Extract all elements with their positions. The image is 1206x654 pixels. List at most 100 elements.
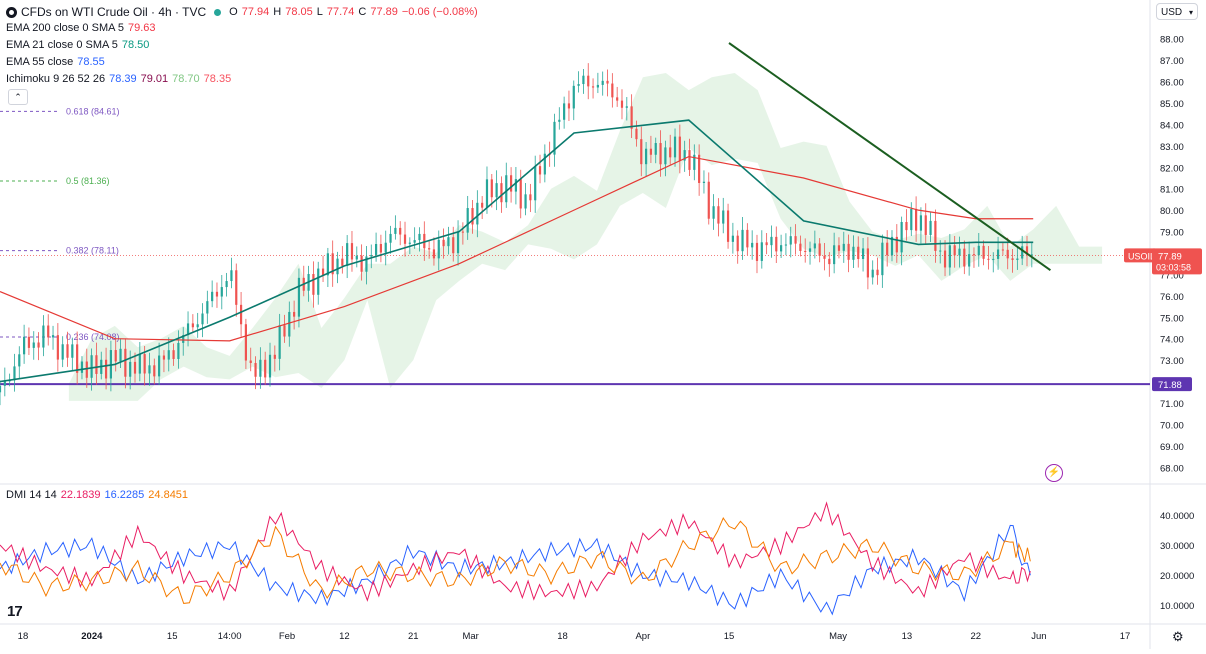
candle-body	[741, 229, 744, 252]
candle-body	[447, 237, 450, 247]
legend-dmi-value-3: 24.8451	[148, 489, 189, 501]
candle-body	[910, 208, 913, 231]
candle-body	[837, 245, 841, 251]
candle-body	[268, 354, 272, 378]
candle-body	[80, 361, 84, 373]
legend-dmi-label: DMI 14 14	[6, 489, 57, 501]
legend-ichimoku-value-4: 78.35	[203, 73, 232, 85]
currency-select[interactable]: USD ▾	[1156, 3, 1198, 20]
candle-body	[355, 255, 358, 260]
y-tick-label: 68.00	[1160, 463, 1184, 474]
candle-body	[384, 242, 387, 253]
candle-body	[162, 355, 166, 360]
candle-body	[524, 194, 527, 209]
candle-body	[370, 254, 373, 257]
legend-ichimoku-label: Ichimoku 9 26 52 26	[6, 73, 106, 85]
candle-body	[1030, 254, 1033, 256]
x-tick-label: Apr	[635, 631, 650, 642]
legend-ema21[interactable]: EMA 21 close 0 SMA 5 78.50	[6, 39, 149, 51]
candle-body	[929, 220, 932, 235]
candle-body	[418, 233, 421, 241]
ohlc-high-label: H	[273, 6, 282, 18]
candle-body	[133, 361, 137, 374]
x-tick-label: 14:00	[218, 631, 242, 642]
candle-body	[331, 253, 334, 275]
candle-body	[847, 243, 850, 260]
candle-body	[722, 210, 725, 224]
candle-body	[442, 239, 445, 247]
y-tick-label: 82.00	[1160, 163, 1184, 174]
legend-dmi-value-2: 16.2285	[104, 489, 145, 501]
candle-body	[866, 248, 869, 278]
x-tick-label: 13	[902, 631, 913, 642]
candle-body	[399, 227, 402, 235]
candle-body	[389, 233, 392, 243]
candle-body	[953, 245, 956, 256]
candle-body	[529, 194, 532, 201]
symbol-badge	[1124, 248, 1156, 263]
legend-dmi[interactable]: DMI 14 14 22.1839 16.2285 24.8451	[6, 489, 188, 501]
candle-body	[987, 258, 990, 260]
x-tick-label: 15	[724, 631, 735, 642]
lightning-icon[interactable]: ⚡	[1045, 464, 1063, 482]
candle-body	[413, 240, 416, 243]
fib-label: 0.382 (78.11)	[66, 246, 119, 256]
candle-body	[259, 359, 262, 377]
gear-icon[interactable]: ⚙	[1172, 629, 1184, 644]
candle-body	[201, 313, 204, 325]
candle-body	[509, 175, 513, 192]
candle-body	[505, 175, 508, 203]
candle-body	[558, 119, 561, 122]
last-price-badge	[1152, 248, 1202, 275]
candle-body	[601, 80, 604, 85]
candle-body	[611, 83, 614, 98]
candle-body	[992, 258, 995, 260]
candle-body	[476, 202, 479, 225]
x-tick-label: May	[829, 631, 847, 642]
candles-group	[0, 63, 1033, 406]
candle-body	[326, 253, 329, 276]
candle-body	[27, 336, 31, 348]
legend-ichimoku[interactable]: Ichimoku 9 26 52 26 78.39 79.01 78.70 78…	[6, 73, 231, 85]
candle-body	[625, 106, 628, 108]
x-tick-label: 2024	[81, 631, 103, 642]
collapse-legend-button[interactable]: ⌃	[8, 89, 28, 105]
candle-body	[939, 250, 942, 252]
candle-body	[644, 148, 648, 165]
candle-body	[428, 248, 431, 250]
candle-body	[293, 311, 296, 317]
candle-body	[490, 179, 493, 198]
dmi-y-tick-label: 40.0000	[1160, 511, 1194, 522]
candle-body	[129, 361, 132, 377]
candle-body	[321, 268, 325, 276]
candle-body	[659, 143, 662, 165]
candle-body	[842, 243, 845, 251]
candle-body	[186, 323, 190, 336]
candle-body	[804, 250, 807, 252]
currency-value: USD	[1161, 7, 1183, 18]
candle-body	[71, 344, 74, 358]
y-tick-label: 76.00	[1160, 292, 1184, 303]
candle-body	[350, 243, 354, 260]
legend-ema200[interactable]: EMA 200 close 0 SMA 5 79.63	[6, 22, 156, 34]
candle-body	[51, 335, 55, 338]
candle-body	[582, 75, 585, 85]
candle-body	[620, 100, 624, 108]
chart-title[interactable]: CFDs on WTI Crude Oil · 4h · TVC	[21, 5, 207, 19]
candle-body	[890, 236, 894, 256]
x-tick-label: Mar	[462, 631, 478, 642]
y-tick-label: 69.00	[1160, 442, 1184, 453]
tradingview-logo[interactable]: 17	[7, 603, 23, 620]
candle-body	[553, 121, 556, 155]
x-tick-label: 18	[557, 631, 568, 642]
candle-body	[746, 229, 749, 248]
y-tick-label: 74.00	[1160, 335, 1184, 346]
candle-body	[669, 147, 672, 158]
candle-body	[606, 80, 609, 84]
legend-dmi-value-1: 22.1839	[60, 489, 101, 501]
legend-ema55[interactable]: EMA 55 close 78.55	[6, 56, 105, 68]
candle-body	[649, 148, 653, 155]
legend-ichimoku-value-1: 78.39	[109, 73, 137, 85]
